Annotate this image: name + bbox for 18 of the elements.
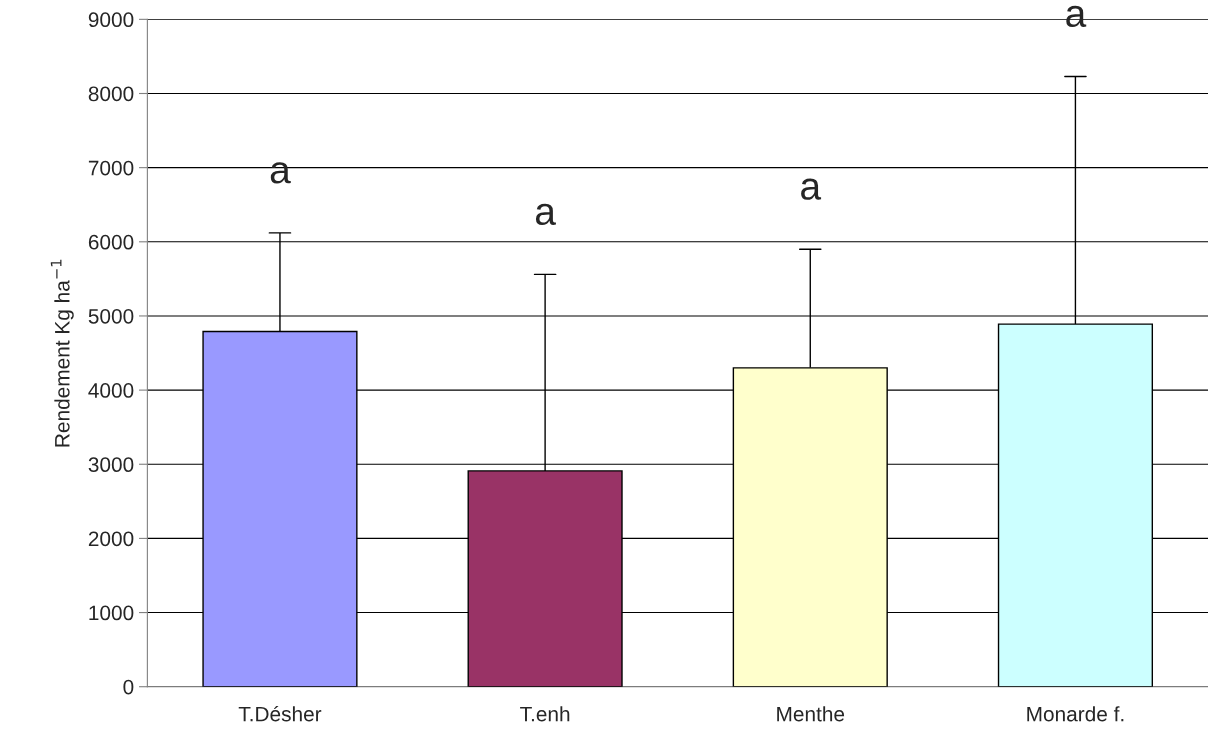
x-tick-label: Menthe — [777, 706, 845, 722]
y-tick-label: 6000 — [88, 234, 134, 250]
x-tick-label: T.enh — [520, 706, 570, 722]
y-tick-label: 3000 — [88, 457, 134, 473]
y-tick-label: 1000 — [89, 605, 134, 621]
y-tick-label: 9000 — [88, 12, 134, 28]
y-tick-label: 7000 — [88, 160, 134, 176]
y-tick-label: 2000 — [88, 531, 134, 547]
annotation: a — [270, 162, 291, 184]
y-tick-label: 5000 — [88, 308, 134, 324]
y-tick-label: 4000 — [88, 383, 134, 398]
x-tick-label: Monarde f. — [1027, 706, 1124, 722]
y-tick-label: 8000 — [88, 86, 134, 102]
x-tick-label: T.Désher — [238, 705, 322, 722]
annotation: a — [535, 203, 556, 226]
annotation: a — [801, 178, 822, 200]
y-tick-label: 0 — [123, 679, 134, 695]
y-axis-title: Rendement Kg ha$^{−1}$ — [50, 259, 74, 447]
